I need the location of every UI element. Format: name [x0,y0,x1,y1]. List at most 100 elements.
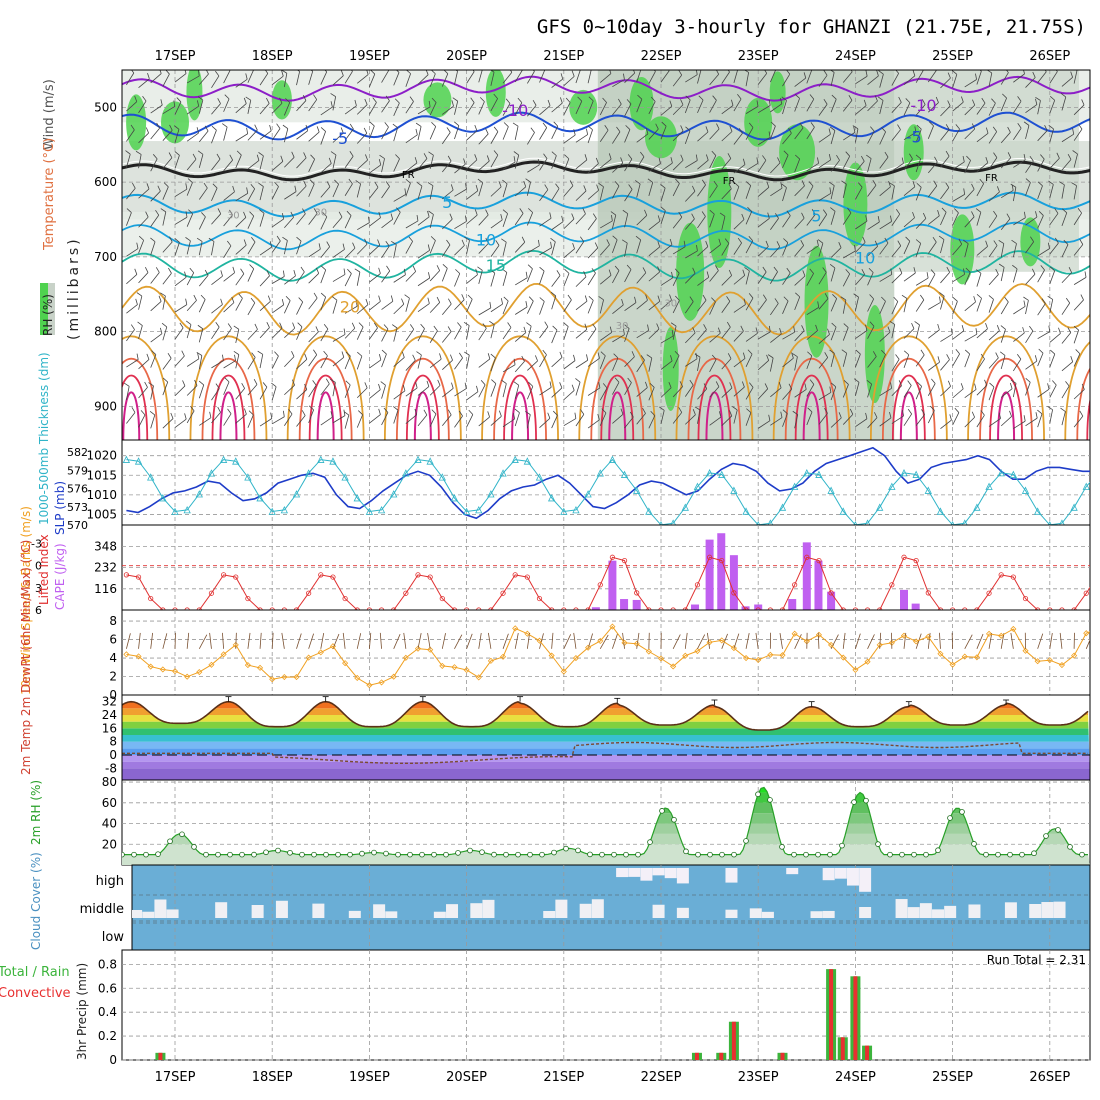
wind-barb-icon [707,632,710,649]
wind-barb-icon [332,132,344,143]
wind-barb-icon [867,326,875,339]
wind-barb-icon [559,351,563,358]
wind-barb-icon [235,413,247,424]
wind-barb-icon [420,323,425,329]
wind-barb-icon [381,349,387,355]
rh-marker [671,816,677,823]
wind-barb-icon [830,382,837,388]
wind-barb-icon [393,102,400,116]
wind-barb-icon [829,70,835,73]
thickness-marker [499,469,507,477]
wind-barb-icon [463,321,470,326]
wind-barb-icon [441,160,452,173]
wind-barb-icon [728,183,732,189]
wind-barb-icon [660,183,666,189]
wind-barb-icon [694,353,701,358]
wind-barb-icon [764,70,768,74]
wind-barb-icon [466,355,470,369]
wind-barb-icon [282,236,288,241]
wind-barb-icon [697,70,702,84]
wind-barb-icon [1032,71,1036,78]
diurnal-temp-contour [122,335,171,440]
wind-barb-icon [514,361,525,373]
wind-barb-icon [672,300,680,314]
wind-barb-icon [160,208,167,213]
wind-barb-icon [757,246,769,257]
wind-barb-icon [332,415,346,424]
wind-barb-icon [138,295,143,310]
wind-barb-icon [915,129,922,143]
wind-barb-icon [205,70,209,75]
rh-marker [695,851,701,858]
wind-barb-icon [829,187,832,194]
wind-barb-icon [474,124,478,131]
wind-barb-icon [817,239,824,244]
wind-barb-icon [559,382,563,389]
wind-barb-icon [385,241,390,247]
wind-barb-icon [870,126,875,132]
wind-barb-icon [532,70,535,72]
wind-barb-icon [1017,96,1022,102]
wind-barb-icon [485,128,489,135]
wind-barb-icon [458,410,463,417]
wind-barb-icon [174,385,186,397]
wind-barb-icon [521,355,525,362]
wind-barb-icon [174,155,180,169]
precip-convective-bar [829,969,834,1060]
wind-barb-icon [1035,98,1038,105]
wind-barb-icon [479,97,485,102]
wind-barb-icon [429,358,442,369]
wind-barb-icon [996,186,1000,193]
rh-green-area [707,156,732,269]
wind-barb-icon [672,183,680,197]
wind-barb-icon [762,266,767,273]
wind-barb-icon [598,296,604,301]
wind-barb-icon [357,410,363,416]
wind-barb-icon [901,294,908,299]
wind-barb-icon [757,105,771,114]
middle-cloud-block [1041,902,1054,918]
wind-barb-icon [653,70,656,72]
wind-barb-icon [174,277,187,287]
temp-contour-minus5 [122,111,1090,141]
wind-barb-icon [823,98,828,105]
wind-barb-icon [271,327,283,339]
wind-barb-icon [514,102,523,116]
wind-barb-icon [636,272,647,284]
wind-barb-icon [891,102,902,113]
wind-barb-icon [292,322,296,329]
wind-barb-icon [150,333,163,343]
wind-barb-icon [527,132,535,145]
wind-barb-icon [1059,632,1063,649]
wind-barb-icon [475,184,479,191]
rh-marker [1079,851,1085,858]
wind-barb-icon [344,105,357,115]
wind-barb-icon [274,181,279,187]
wind-speed-marker [232,641,239,648]
temp-color-band [122,728,1090,735]
wind-barb-icon [612,382,620,395]
thickness-marker [207,469,216,477]
wind-barb-icon [976,102,986,115]
wind-barb-icon [158,295,162,302]
thickness-marker [633,486,641,494]
wind-barb-icon [271,386,277,401]
wind-barb-icon [940,272,950,284]
wind-barb-icon [669,238,673,245]
wind-barb-icon [259,327,270,339]
wind-barb-icon [1022,327,1025,334]
wind-barb-icon [1047,242,1050,249]
wind-barb-icon [291,350,295,357]
wind-barb-icon [952,161,965,170]
wind-barb-icon [721,188,732,200]
wind-barb-icon [888,181,891,187]
wind-barb-icon [369,359,382,369]
wind-barb-icon [271,218,284,228]
wind-barb-icon [823,70,828,76]
wind-barb-icon [862,236,866,243]
wind-barb-icon [709,185,718,198]
wind-barb-icon [879,387,892,397]
wind-barb-icon [855,418,868,428]
wind-barb-icon [636,215,648,226]
